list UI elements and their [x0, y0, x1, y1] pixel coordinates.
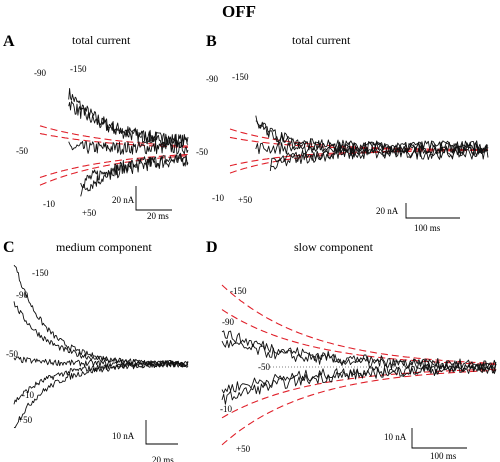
fit-curve [221, 309, 497, 366]
scale-bar-time: 20 ms [147, 211, 169, 221]
trace-minus10 [80, 152, 189, 189]
voltage-label-minus150: -150 [230, 286, 247, 296]
panel-label: D [206, 239, 218, 256]
voltage-label-minus50: -50 [196, 147, 208, 157]
voltage-label-minus10: -10 [220, 404, 232, 414]
voltage-label-plus50: +50 [18, 415, 33, 425]
scale-bar-time: 20 ms [152, 455, 174, 462]
panel-title: total current [72, 33, 131, 47]
trace-plus50 [80, 153, 189, 197]
trace-minus50 [68, 140, 189, 155]
trace-plus50 [13, 361, 189, 429]
trace-minus150 [221, 330, 497, 371]
fit-curve [229, 128, 488, 151]
trace-plus50 [270, 146, 489, 170]
voltage-label-minus50: -50 [6, 349, 18, 359]
voltage-label-minus90: -90 [222, 317, 234, 327]
panel-label: B [206, 33, 217, 50]
trace-minus90 [221, 339, 497, 372]
voltage-label-minus10: -10 [22, 390, 34, 400]
panel-title: slow component [294, 240, 374, 254]
voltage-label-minus90: -90 [16, 290, 28, 300]
scale-bar [405, 203, 460, 219]
voltage-label-minus150: -150 [232, 72, 249, 82]
trace-minus10 [221, 362, 497, 394]
scale-bar-time: 100 ms [414, 223, 441, 233]
voltage-label-plus50: +50 [238, 195, 253, 205]
scale-bar [411, 428, 467, 449]
panel-title: medium component [56, 240, 152, 254]
voltage-label-minus150: -150 [70, 64, 87, 74]
fit-curve [221, 369, 497, 446]
panel-label: A [3, 33, 15, 50]
fit-curve [229, 149, 488, 174]
trace-minus150 [13, 264, 189, 367]
voltage-label-minus10: -10 [212, 193, 224, 203]
scale-bar [145, 420, 178, 445]
voltage-label-minus150: -150 [32, 268, 49, 278]
voltage-label-minus90: -90 [206, 74, 218, 84]
voltage-label-plus50: +50 [236, 444, 251, 454]
fit-curve [221, 284, 497, 364]
voltage-label-minus50: -50 [258, 362, 270, 372]
scale-bar-current: 10 nA [384, 432, 407, 442]
scale-bar-current: 10 nA [112, 431, 135, 441]
figure-title: OFF [222, 2, 256, 21]
fit-curve [39, 155, 189, 186]
trace-minus10 [269, 145, 489, 172]
scale-bar-time: 100 ms [430, 451, 457, 461]
voltage-label-plus50: +50 [82, 208, 97, 218]
scale-bar-current: 20 nA [112, 195, 135, 205]
trace-minus50 [13, 356, 189, 368]
voltage-label-minus50: -50 [16, 146, 28, 156]
voltage-label-minus90: -90 [34, 68, 46, 78]
panel-title: total current [292, 33, 351, 47]
scale-bar [135, 186, 172, 211]
panel-label: C [3, 239, 15, 256]
voltage-label-minus10: -10 [43, 199, 55, 209]
scale-bar-current: 20 nA [376, 206, 399, 216]
trace-plus50 [221, 362, 497, 405]
